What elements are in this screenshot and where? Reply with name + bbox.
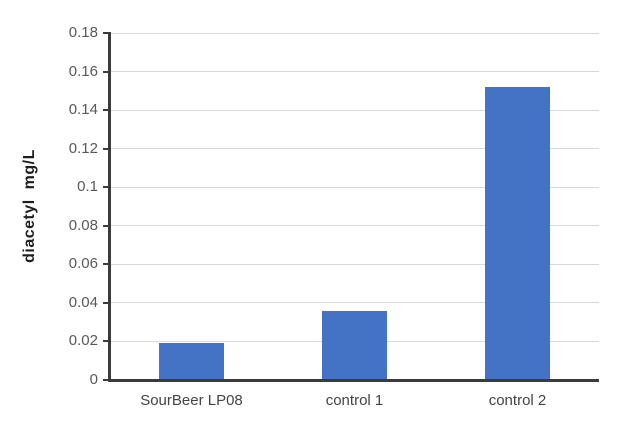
y-axis-tick-label: 0.16 bbox=[68, 62, 98, 80]
y-axis-tick-mark bbox=[103, 70, 110, 73]
gridline bbox=[110, 148, 599, 150]
y-axis-tick-mark bbox=[103, 340, 110, 343]
gridline bbox=[110, 263, 599, 265]
gridline bbox=[110, 71, 599, 73]
y-axis-tick-label: 0.04 bbox=[68, 293, 98, 311]
y-axis-tick-label: 0.08 bbox=[68, 216, 98, 234]
y-axis-tick-mark bbox=[103, 109, 110, 112]
gridline bbox=[110, 302, 599, 304]
x-axis-category-label: SourBeer LP08 bbox=[140, 392, 243, 409]
x-axis-line bbox=[108, 379, 599, 382]
y-axis-tick-mark bbox=[103, 224, 110, 227]
y-axis-tick-label: 0.14 bbox=[68, 101, 98, 119]
gridline bbox=[110, 186, 599, 188]
y-axis-tick-label: 0.18 bbox=[68, 24, 98, 41]
y-axis-line bbox=[108, 32, 111, 381]
y-axis-tick-mark bbox=[103, 147, 110, 150]
x-axis-category-label: control 1 bbox=[325, 392, 384, 409]
gridline bbox=[110, 225, 599, 227]
gridline bbox=[110, 109, 599, 111]
y-axis-tick-label: 0.1 bbox=[77, 178, 98, 196]
bar-control-2 bbox=[485, 86, 550, 380]
y-axis-tick-mark bbox=[103, 186, 110, 189]
x-axis-category-label: control 2 bbox=[488, 392, 547, 409]
y-axis-tick-label: 0.12 bbox=[68, 139, 98, 157]
y-axis-title: diacetyl mg/L bbox=[21, 149, 38, 263]
y-axis-tick-label: 0.06 bbox=[68, 255, 98, 273]
y-axis-tick-mark bbox=[103, 263, 110, 266]
y-axis-tick-mark bbox=[103, 379, 110, 381]
bar-sourbeer-lp08 bbox=[159, 343, 224, 380]
y-axis-tick-label: 0.02 bbox=[68, 332, 98, 350]
bar-control-1 bbox=[322, 310, 387, 380]
y-axis-tick-mark bbox=[103, 301, 110, 304]
y-axis-tick-mark bbox=[103, 32, 110, 34]
y-axis-tick-label: 0 bbox=[89, 371, 98, 388]
gridline bbox=[110, 32, 599, 34]
